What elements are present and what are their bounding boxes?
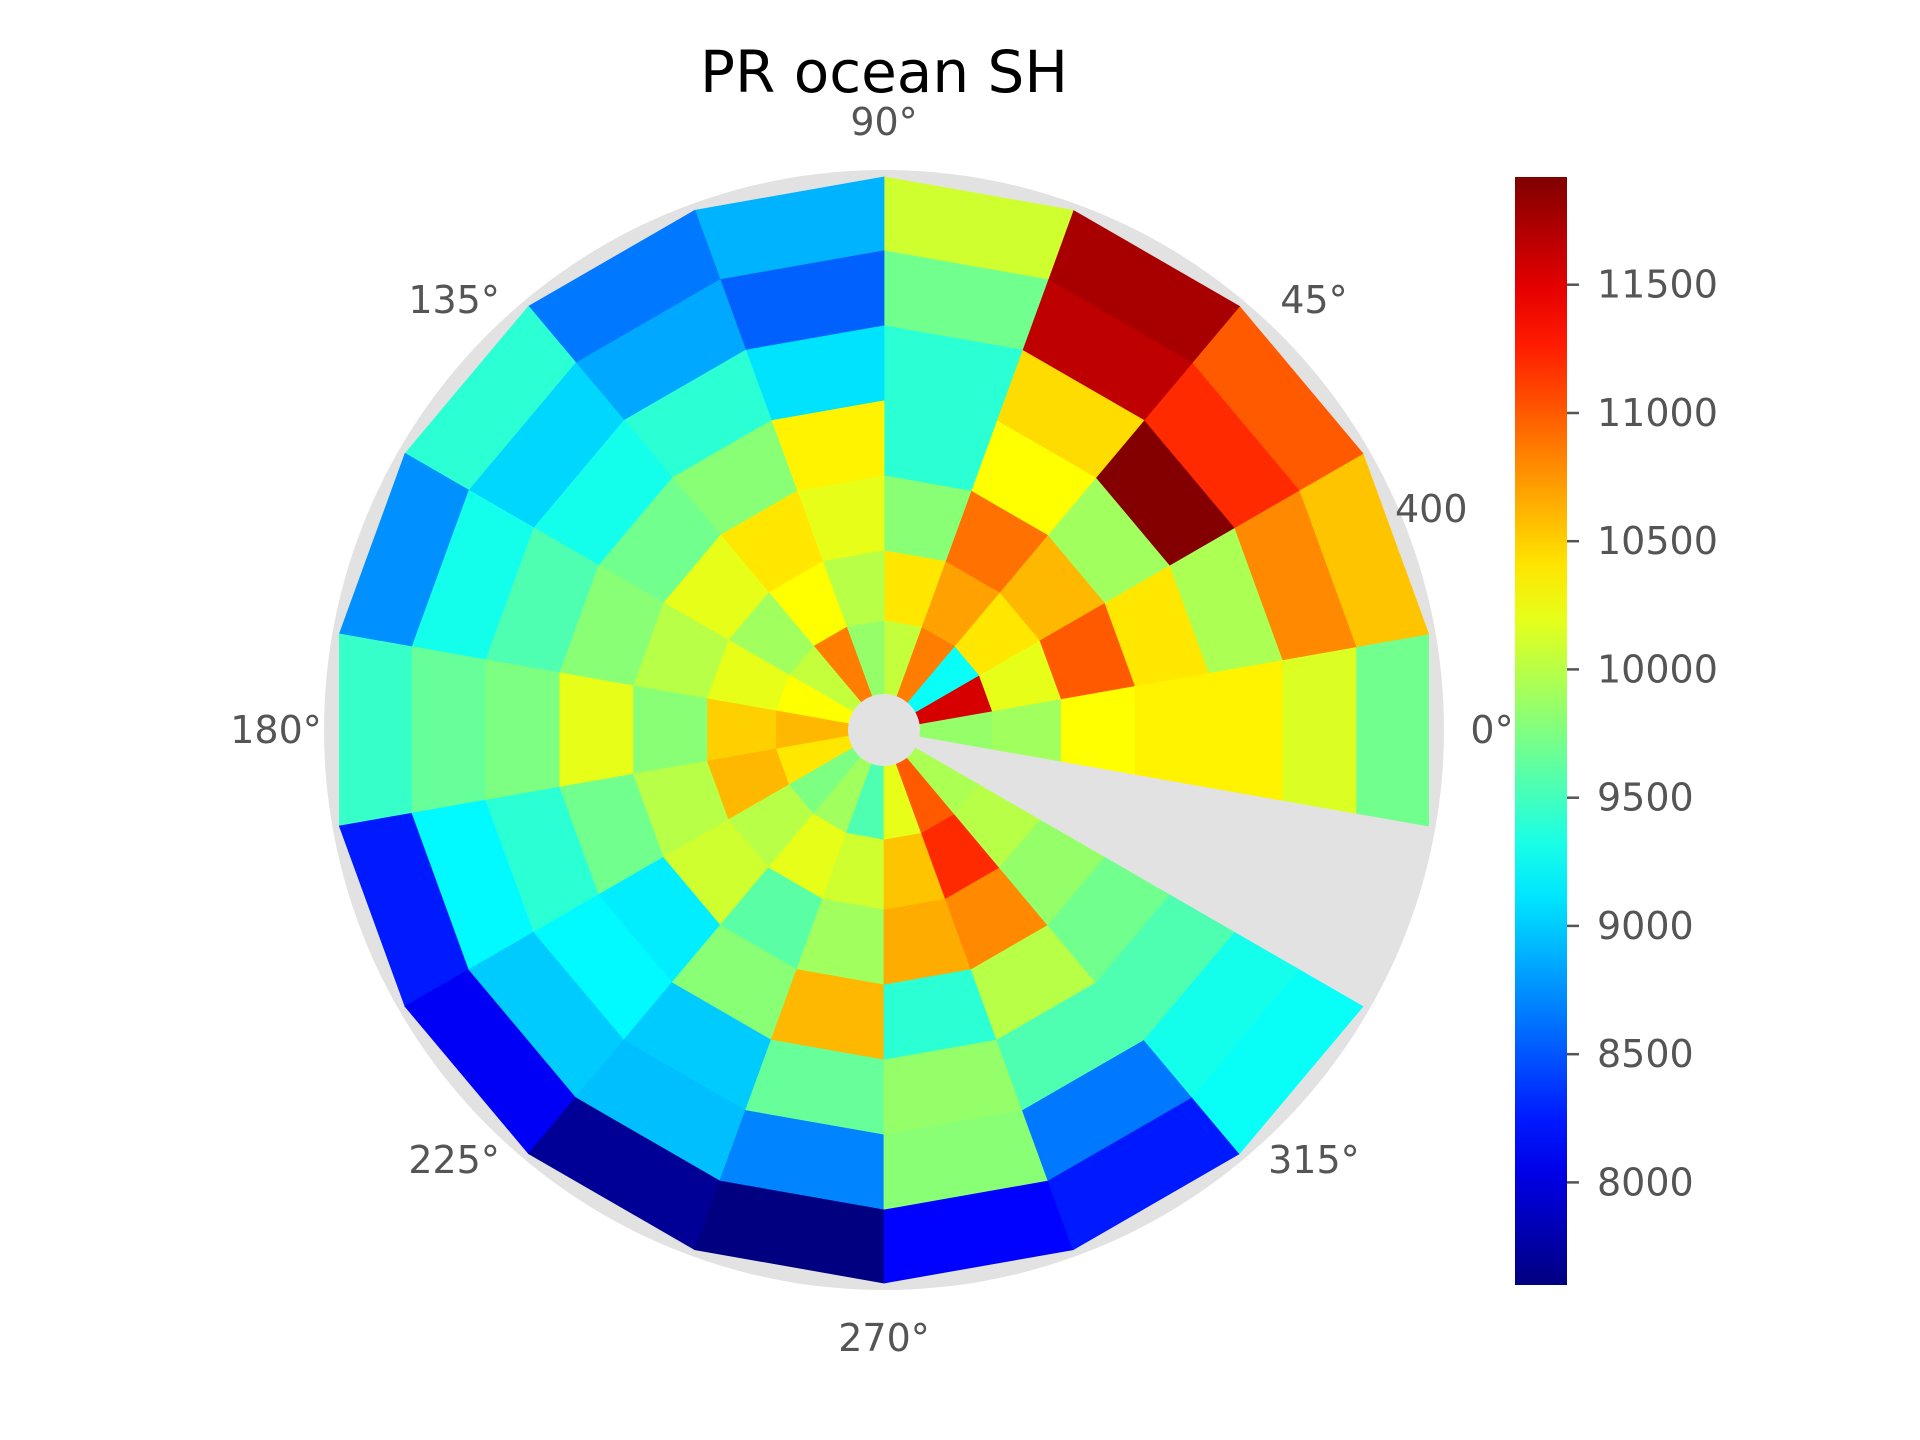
polar-cell: [1060, 685, 1136, 775]
angle-tick-label: 270°: [838, 1316, 930, 1360]
angle-tick-label: 225°: [408, 1138, 500, 1182]
angle-tick-labels: 0° 45° 90° 135° 180° 225° 270° 315°: [230, 100, 1513, 1360]
polar-cell: [632, 685, 708, 775]
colorbar-tick-label: 11000: [1597, 391, 1718, 435]
colorbar-tick-label: 8500: [1597, 1032, 1694, 1076]
polar-cell: [410, 646, 486, 814]
colorbar-tick-label: 10500: [1597, 519, 1718, 563]
polar-cell: [1356, 633, 1429, 827]
colorbar: 8000 8500 9000 9500 10000 10500 11000 11500: [1515, 177, 1718, 1285]
colorbar-tick-label: 10000: [1597, 647, 1718, 691]
angle-tick-label: 0°: [1470, 708, 1513, 752]
polar-center-hole: [848, 694, 920, 766]
polar-cell: [1282, 646, 1358, 814]
polar-cell: [339, 633, 412, 827]
angle-tick-label: 135°: [408, 278, 500, 322]
polar-cell: [484, 659, 560, 801]
polar-cell: [558, 672, 634, 788]
colorbar-tick-label: 9500: [1597, 776, 1694, 820]
angle-tick-label: 180°: [230, 708, 322, 752]
colorbar-tick-label: 11500: [1597, 263, 1718, 307]
radial-tick-labels: 400: [1395, 487, 1468, 531]
angle-tick-label: 45°: [1280, 278, 1347, 322]
colorbar-tick-label: 8000: [1597, 1160, 1694, 1204]
colorbar-gradient: [1515, 177, 1567, 1285]
radial-tick-label: 400: [1395, 487, 1468, 531]
angle-tick-label: 90°: [850, 100, 917, 144]
angle-tick-label: 315°: [1268, 1138, 1360, 1182]
polar-cell: [1208, 659, 1284, 801]
polar-cells: [324, 170, 1444, 1290]
colorbar-tick-label: 9000: [1597, 904, 1694, 948]
polar-cell: [1192, 969, 1364, 1155]
chart-title: PR ocean SH: [700, 38, 1068, 106]
polar-cell: [1134, 672, 1210, 788]
